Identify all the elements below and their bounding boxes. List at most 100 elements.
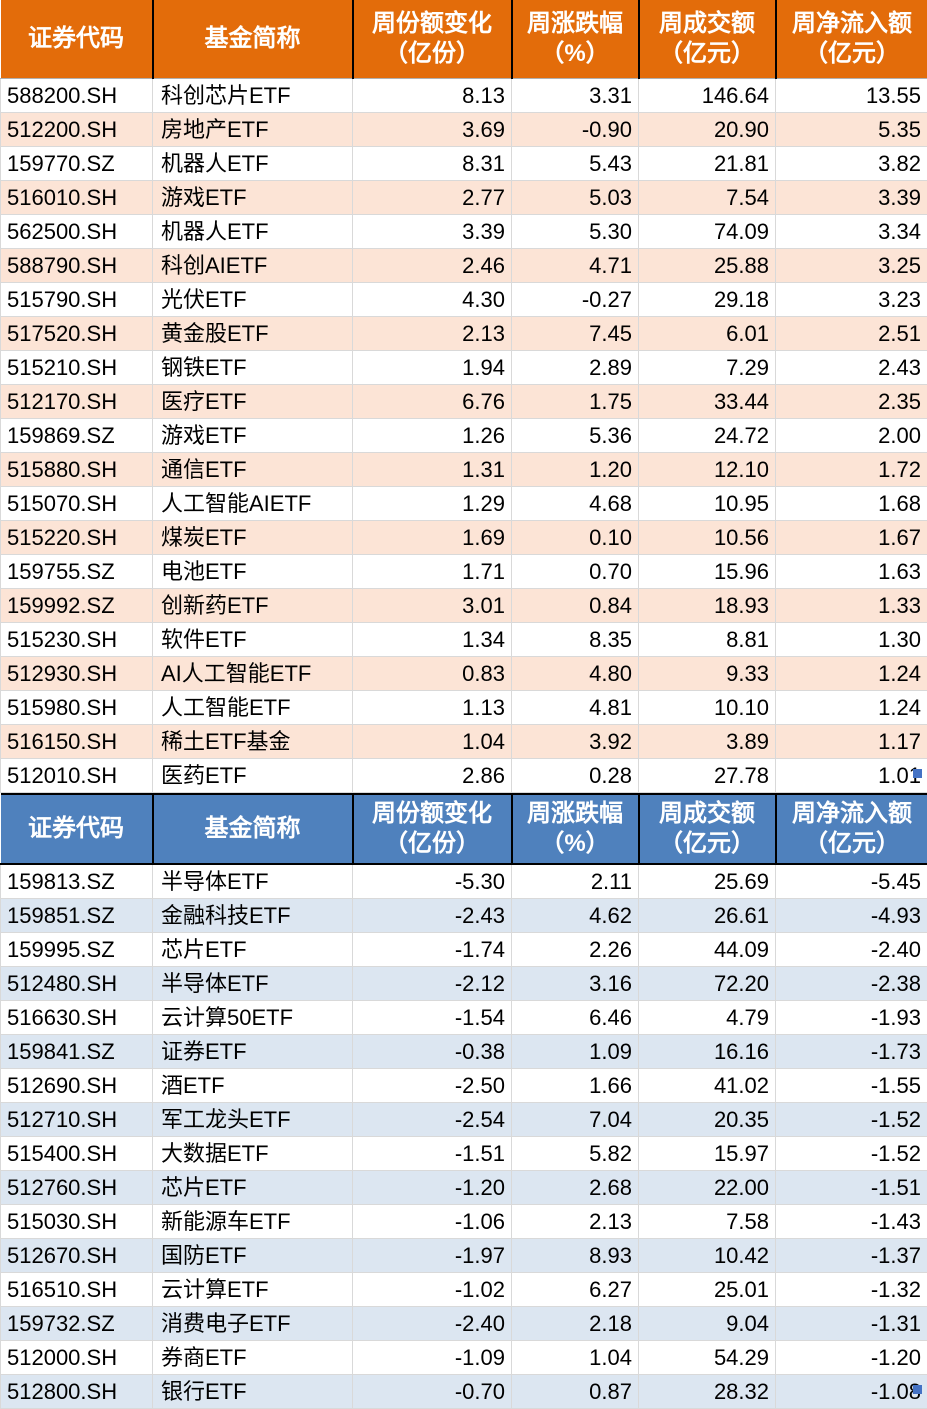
share-change-cell: 1.71 — [353, 555, 512, 589]
share-change-cell: -1.20 — [353, 1171, 512, 1205]
net-inflow-cell: 1.63 — [776, 555, 927, 589]
share-change-cell: 8.13 — [353, 79, 512, 113]
fund-name-cell: 消费电子ETF — [153, 1307, 353, 1341]
net-inflow-cell: -4.93 — [776, 899, 927, 933]
pct-change-cell: 4.62 — [512, 899, 639, 933]
code-cell: 515070.SH — [1, 487, 153, 521]
pct-change-cell: 5.43 — [512, 147, 639, 181]
net-inflow-cell: 2.00 — [776, 419, 927, 453]
code-cell: 512200.SH — [1, 113, 153, 147]
share-change-cell: 1.04 — [353, 725, 512, 759]
fund-name-cell: 券商ETF — [153, 1341, 353, 1375]
turnover-cell: 54.29 — [639, 1341, 776, 1375]
column-header-fund-name: 基金简称 — [153, 0, 353, 79]
share-change-cell: 1.69 — [353, 521, 512, 555]
net-inflow-cell: 3.39 — [776, 181, 927, 215]
fund-name-cell: 大数据ETF — [153, 1137, 353, 1171]
fund-name-cell: 医疗ETF — [153, 385, 353, 419]
code-cell: 159995.SZ — [1, 933, 153, 967]
net-inflow-cell: -1.31 — [776, 1307, 927, 1341]
turnover-cell: 44.09 — [639, 933, 776, 967]
pct-change-cell: 2.68 — [512, 1171, 639, 1205]
turnover-cell: 18.93 — [639, 589, 776, 623]
share-change-cell: -2.50 — [353, 1069, 512, 1103]
column-header-fund-name: 基金简称 — [153, 794, 353, 864]
fund-name-cell: 黄金股ETF — [153, 317, 353, 351]
share-change-cell: 1.29 — [353, 487, 512, 521]
share-change-cell: 3.69 — [353, 113, 512, 147]
turnover-cell: 7.54 — [639, 181, 776, 215]
fund-name-cell: 游戏ETF — [153, 181, 353, 215]
inflow-table-header: 证券代码基金简称周份额变化（亿份）周涨跌幅（%）周成交额（亿元）周净流入额（亿元… — [1, 0, 927, 79]
pct-change-cell: 0.10 — [512, 521, 639, 555]
turnover-cell: 16.16 — [639, 1035, 776, 1069]
code-cell: 588200.SH — [1, 79, 153, 113]
pct-change-cell: 4.71 — [512, 249, 639, 283]
pct-change-cell: 0.70 — [512, 555, 639, 589]
code-cell: 512690.SH — [1, 1069, 153, 1103]
selection-handle-icon — [913, 769, 922, 778]
code-cell: 159770.SZ — [1, 147, 153, 181]
pct-change-cell: 8.35 — [512, 623, 639, 657]
pct-change-cell: 2.11 — [512, 864, 639, 899]
net-inflow-cell: -1.43 — [776, 1205, 927, 1239]
turnover-cell: 8.81 — [639, 623, 776, 657]
column-header-pct-change: 周涨跌幅（%） — [512, 794, 639, 864]
pct-change-cell: 1.09 — [512, 1035, 639, 1069]
code-cell: 159869.SZ — [1, 419, 153, 453]
column-header-code: 证券代码 — [1, 794, 153, 864]
share-change-cell: -1.74 — [353, 933, 512, 967]
code-cell: 512010.SH — [1, 759, 153, 793]
net-inflow-cell: 1.30 — [776, 623, 927, 657]
turnover-cell: 10.10 — [639, 691, 776, 725]
fund-name-cell: 机器人ETF — [153, 147, 353, 181]
code-cell: 515400.SH — [1, 1137, 153, 1171]
net-inflow-cell: -1.93 — [776, 1001, 927, 1035]
turnover-cell: 10.95 — [639, 487, 776, 521]
share-change-cell: -1.09 — [353, 1341, 512, 1375]
column-header-turnover: 周成交额（亿元） — [639, 0, 776, 79]
share-change-cell: -0.38 — [353, 1035, 512, 1069]
code-cell: 516150.SH — [1, 725, 153, 759]
pct-change-cell: 3.92 — [512, 725, 639, 759]
net-inflow-cell: 2.35 — [776, 385, 927, 419]
pct-change-cell: 6.46 — [512, 1001, 639, 1035]
turnover-cell: 10.56 — [639, 521, 776, 555]
share-change-cell: 0.83 — [353, 657, 512, 691]
turnover-cell: 21.81 — [639, 147, 776, 181]
turnover-cell: 20.90 — [639, 113, 776, 147]
pct-change-cell: 7.04 — [512, 1103, 639, 1137]
code-cell: 515880.SH — [1, 453, 153, 487]
fund-name-cell: 新能源车ETF — [153, 1205, 353, 1239]
pct-change-cell: 5.30 — [512, 215, 639, 249]
share-change-cell: 3.39 — [353, 215, 512, 249]
pct-change-cell: 1.66 — [512, 1069, 639, 1103]
pct-change-cell: 4.80 — [512, 657, 639, 691]
column-header-share-change: 周份额变化（亿份） — [353, 0, 512, 79]
share-change-cell: 1.31 — [353, 453, 512, 487]
share-change-cell: -2.54 — [353, 1103, 512, 1137]
pct-change-cell: 4.68 — [512, 487, 639, 521]
code-cell: 512480.SH — [1, 967, 153, 1001]
fund-name-cell: 芯片ETF — [153, 1171, 353, 1205]
pct-change-cell: 6.27 — [512, 1273, 639, 1307]
share-change-cell: 2.86 — [353, 759, 512, 793]
turnover-cell: 15.97 — [639, 1137, 776, 1171]
fund-name-cell: 房地产ETF — [153, 113, 353, 147]
fund-name-cell: 银行ETF — [153, 1375, 353, 1409]
share-change-cell: -2.43 — [353, 899, 512, 933]
fund-name-cell: 稀土ETF基金 — [153, 725, 353, 759]
